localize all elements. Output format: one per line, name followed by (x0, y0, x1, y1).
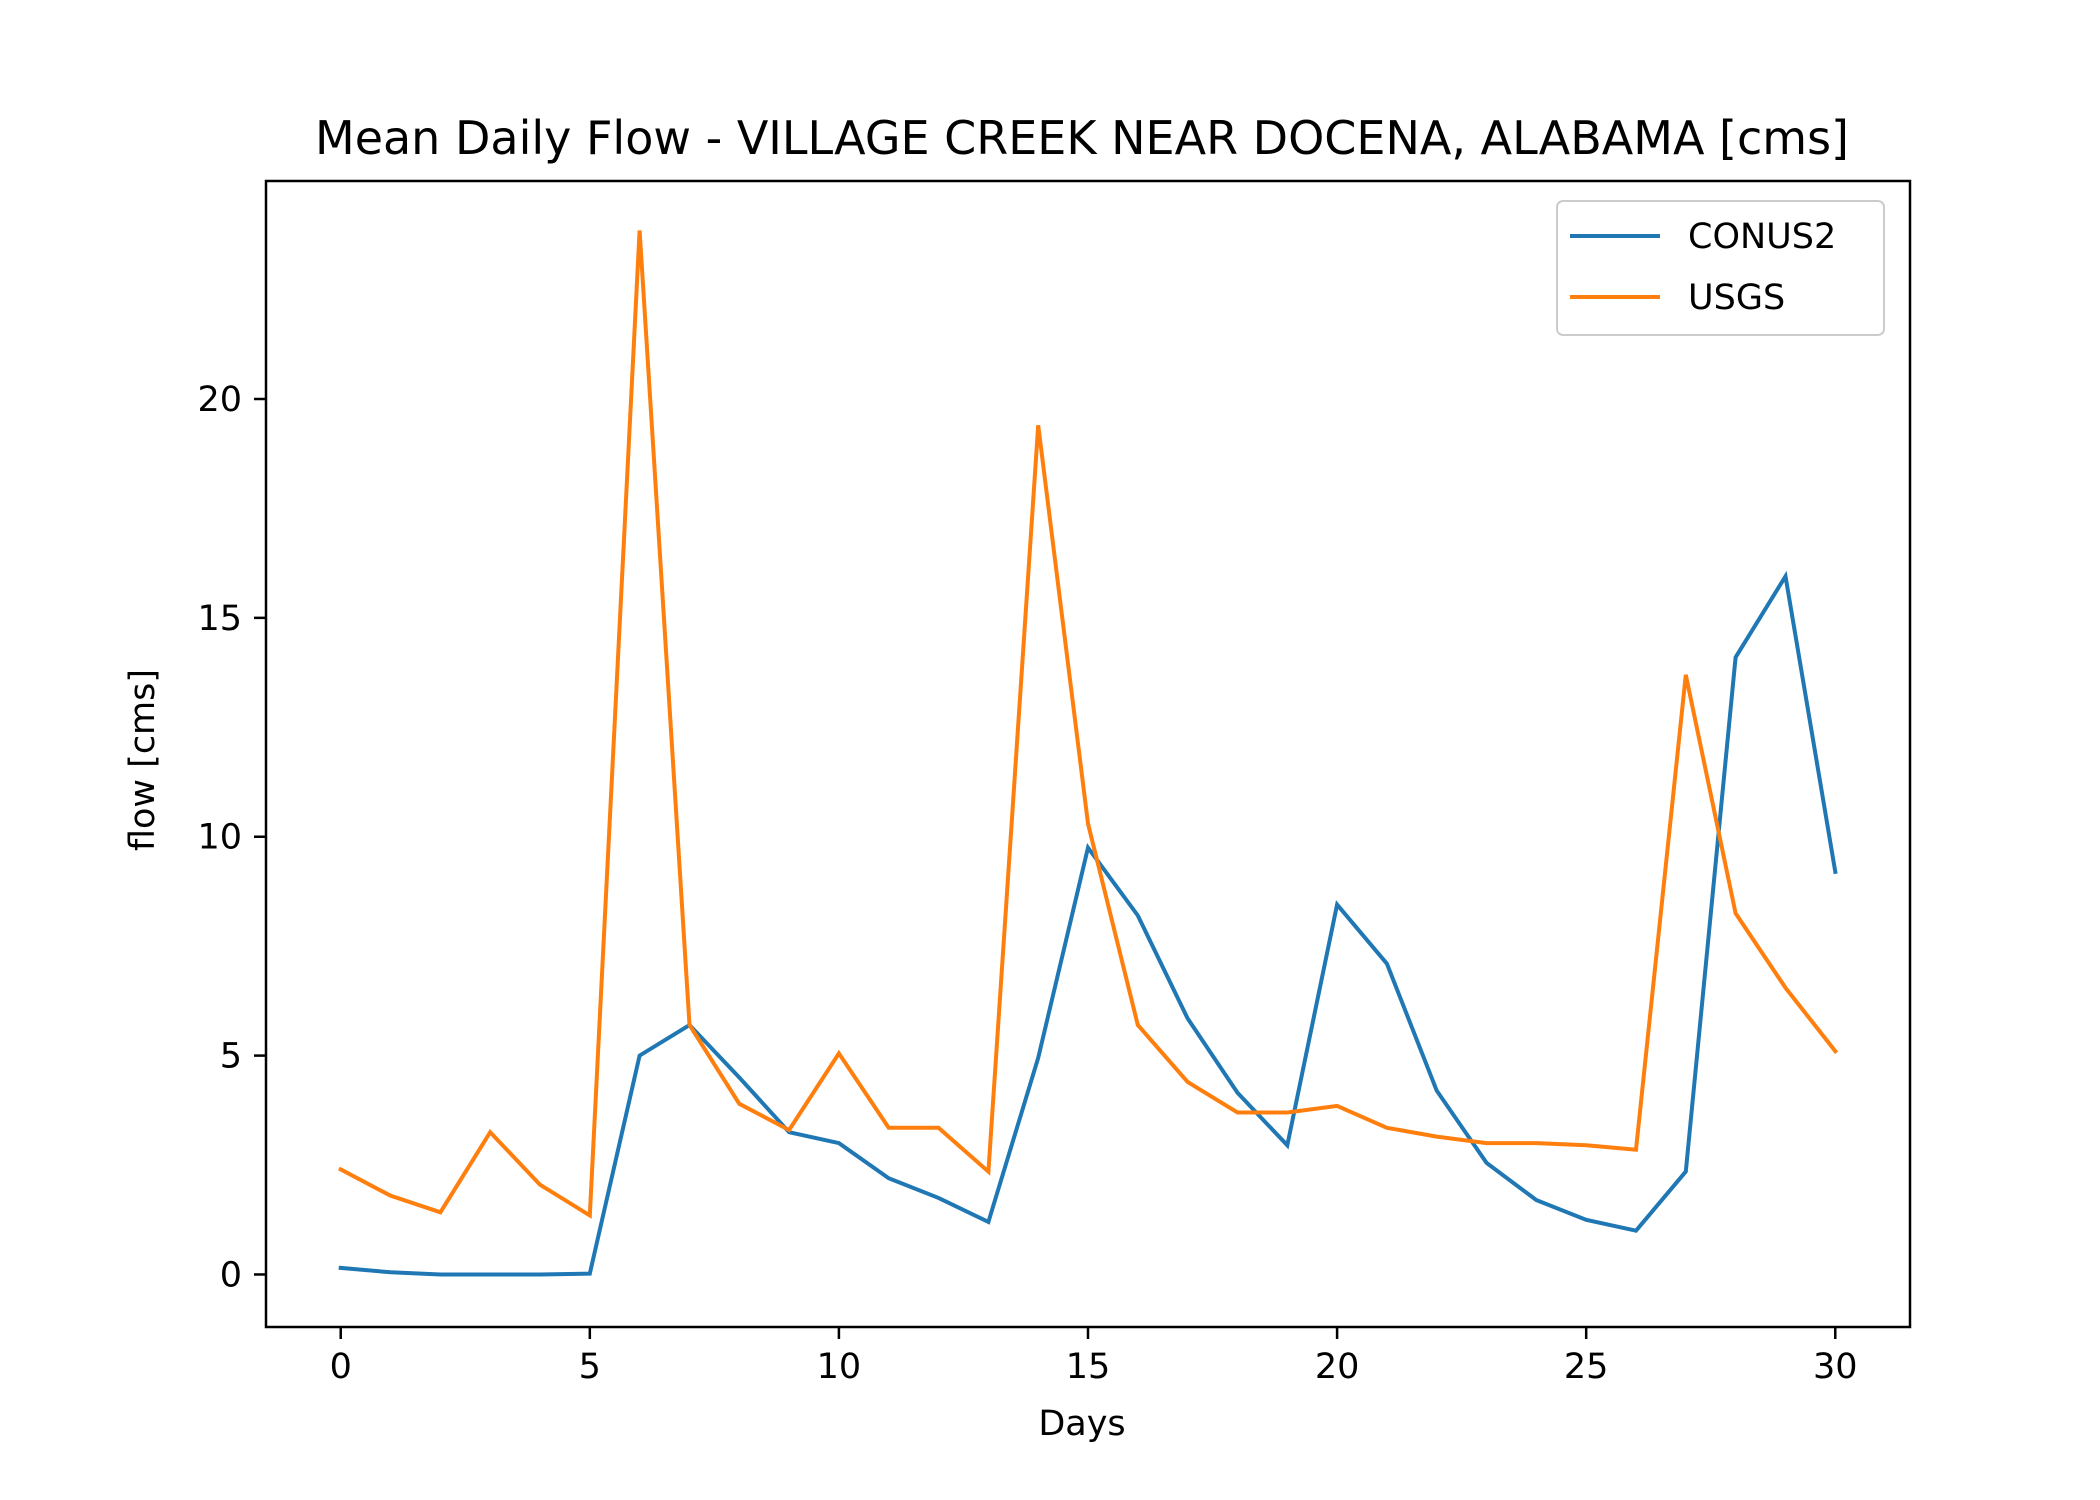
x-tick-label: 0 (330, 1347, 352, 1387)
x-tick-label: 25 (1564, 1347, 1609, 1387)
y-axis-label: flow [cms] (123, 669, 163, 851)
series-line-usgs (337, 230, 1839, 1219)
y-tick-label: 5 (220, 1037, 242, 1077)
x-tick-label: 30 (1813, 1347, 1858, 1387)
legend-label-usgs: USGS (1688, 278, 1785, 318)
plot-area (337, 230, 1839, 1277)
y-tick-label: 10 (197, 818, 242, 858)
x-tick-label: 5 (579, 1347, 601, 1387)
tick-group: 0 5 10 15 20 25 30 0 5 10 15 20 (197, 380, 1857, 1387)
x-tick-label: 15 (1066, 1347, 1111, 1387)
x-tick-label: 10 (817, 1347, 862, 1387)
x-axis-label: Days (1038, 1404, 1125, 1444)
legend-label-conus2: CONUS2 (1688, 217, 1836, 257)
legend: CONUS2 USGS (1556, 200, 1885, 336)
series-line-conus2 (338, 570, 1838, 1277)
y-tick-label: 20 (197, 380, 242, 420)
y-tick-label: 15 (197, 599, 242, 639)
y-tick-label: 0 (220, 1255, 242, 1295)
x-tick-label: 20 (1315, 1347, 1360, 1387)
chart-title: Mean Daily Flow - VILLAGE CREEK NEAR DOC… (315, 111, 1849, 165)
